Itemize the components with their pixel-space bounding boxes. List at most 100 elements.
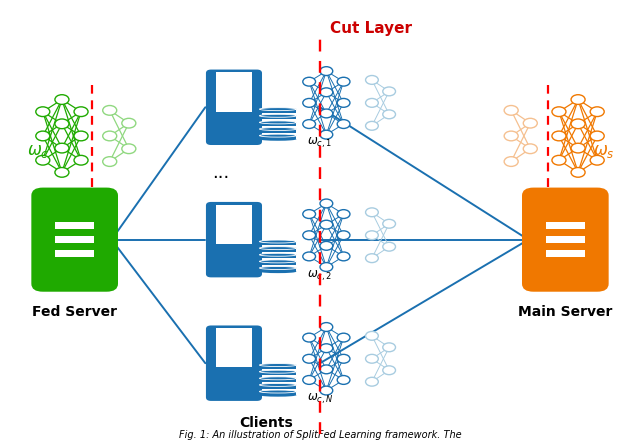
Circle shape [122, 144, 136, 154]
Circle shape [122, 118, 136, 128]
Circle shape [102, 106, 116, 115]
Circle shape [337, 119, 350, 128]
Circle shape [383, 87, 396, 96]
Circle shape [320, 109, 333, 118]
Circle shape [303, 252, 316, 261]
Ellipse shape [259, 266, 296, 270]
Ellipse shape [259, 253, 296, 256]
Circle shape [74, 107, 88, 116]
Bar [259, 392, 296, 395]
Bar [259, 109, 296, 113]
Circle shape [337, 376, 350, 385]
Circle shape [552, 107, 566, 116]
Ellipse shape [259, 260, 296, 263]
Circle shape [303, 119, 316, 128]
Circle shape [303, 376, 316, 385]
Circle shape [383, 242, 396, 251]
Circle shape [55, 95, 69, 104]
Circle shape [303, 333, 316, 342]
FancyBboxPatch shape [206, 202, 262, 278]
Circle shape [55, 167, 69, 177]
Bar [259, 365, 296, 369]
Circle shape [337, 99, 350, 107]
FancyBboxPatch shape [545, 250, 585, 257]
Circle shape [504, 131, 518, 141]
Circle shape [571, 119, 585, 129]
Ellipse shape [259, 384, 296, 386]
FancyBboxPatch shape [226, 331, 242, 334]
Circle shape [383, 110, 396, 119]
Ellipse shape [259, 270, 296, 273]
Text: Cut Layer: Cut Layer [330, 21, 412, 36]
FancyBboxPatch shape [55, 236, 95, 243]
FancyBboxPatch shape [55, 222, 95, 229]
Circle shape [303, 231, 316, 240]
Ellipse shape [259, 370, 296, 373]
Circle shape [590, 107, 604, 116]
Circle shape [55, 119, 69, 129]
Circle shape [320, 323, 333, 331]
FancyBboxPatch shape [216, 72, 252, 111]
Circle shape [365, 208, 378, 217]
Circle shape [320, 365, 333, 374]
Bar [259, 135, 296, 139]
Circle shape [320, 386, 333, 395]
Ellipse shape [259, 247, 296, 250]
Circle shape [365, 354, 378, 363]
Text: Fig. 1: An illustration of SplitFed Learning framework. The: Fig. 1: An illustration of SplitFed Lear… [179, 430, 461, 440]
Circle shape [320, 242, 333, 250]
Circle shape [36, 107, 50, 116]
Ellipse shape [259, 240, 296, 243]
Circle shape [571, 143, 585, 153]
Circle shape [36, 155, 50, 165]
Circle shape [303, 77, 316, 86]
Circle shape [74, 155, 88, 165]
Circle shape [55, 143, 69, 153]
Bar [259, 116, 296, 119]
Circle shape [365, 254, 378, 262]
Circle shape [552, 131, 566, 141]
Text: $\omega_{c,1}$: $\omega_{c,1}$ [307, 136, 333, 151]
Bar [259, 262, 296, 265]
Text: $\omega_{c,2}$: $\omega_{c,2}$ [307, 268, 333, 283]
Circle shape [320, 262, 333, 271]
Ellipse shape [259, 364, 296, 367]
FancyBboxPatch shape [206, 70, 262, 145]
Bar [259, 268, 296, 272]
Circle shape [365, 75, 378, 84]
Bar [259, 248, 296, 252]
Bar [259, 242, 296, 245]
Ellipse shape [259, 114, 296, 117]
Ellipse shape [259, 134, 296, 137]
Bar [259, 372, 296, 375]
FancyBboxPatch shape [206, 325, 262, 401]
Text: $\omega_{c,N}$: $\omega_{c,N}$ [307, 392, 333, 406]
Ellipse shape [259, 138, 296, 141]
Circle shape [571, 95, 585, 104]
Circle shape [102, 131, 116, 141]
Circle shape [383, 219, 396, 228]
Text: $\omega_c$: $\omega_c$ [28, 143, 49, 160]
Circle shape [74, 131, 88, 141]
Text: Fed Server: Fed Server [32, 305, 117, 319]
Circle shape [365, 99, 378, 107]
FancyBboxPatch shape [216, 205, 252, 244]
Circle shape [303, 354, 316, 363]
Circle shape [303, 210, 316, 218]
FancyBboxPatch shape [226, 75, 242, 79]
FancyBboxPatch shape [545, 236, 585, 243]
Circle shape [337, 354, 350, 363]
FancyBboxPatch shape [55, 250, 95, 257]
Circle shape [337, 231, 350, 240]
Circle shape [303, 99, 316, 107]
Circle shape [524, 118, 538, 128]
Text: ...: ... [212, 164, 230, 182]
FancyBboxPatch shape [545, 222, 585, 229]
Circle shape [504, 157, 518, 166]
Bar [259, 385, 296, 388]
Circle shape [337, 252, 350, 261]
Circle shape [36, 131, 50, 141]
Bar [259, 123, 296, 126]
Ellipse shape [259, 377, 296, 380]
Bar [259, 129, 296, 133]
